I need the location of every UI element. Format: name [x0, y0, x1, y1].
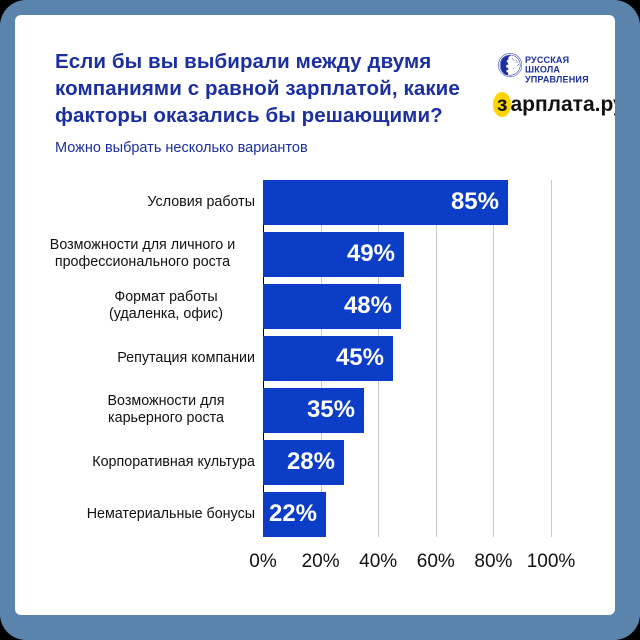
- svg-text:ШКОЛА: ШКОЛА: [525, 65, 560, 75]
- svg-text:УПРАВЛЕНИЯ: УПРАВЛЕНИЯ: [525, 74, 589, 84]
- svg-text:РУССКАЯ: РУССКАЯ: [525, 55, 569, 65]
